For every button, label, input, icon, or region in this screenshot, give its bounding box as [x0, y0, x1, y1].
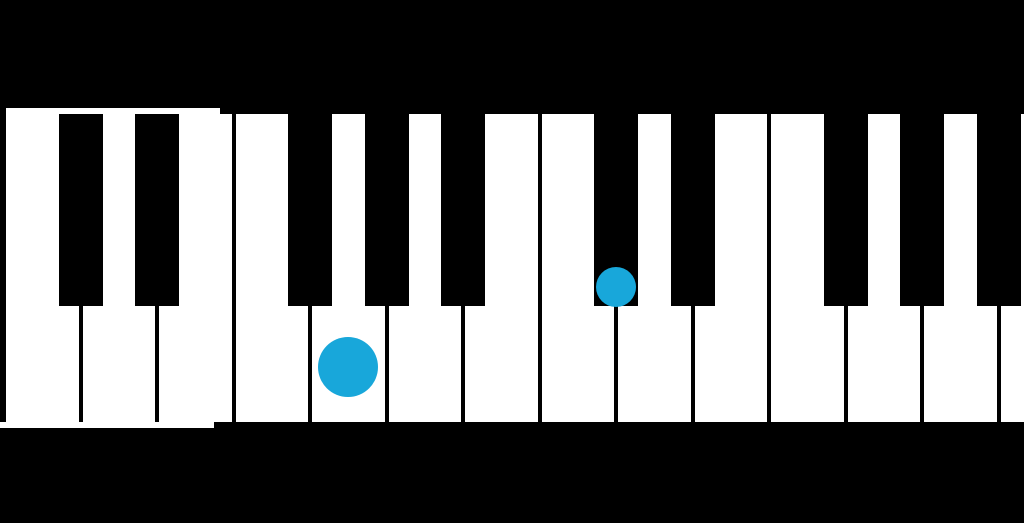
black-key-D#-8	[671, 114, 715, 306]
marker-G	[318, 337, 378, 397]
black-key-A#-12	[977, 114, 1021, 306]
bottom-bar	[0, 422, 214, 428]
marker-C#	[596, 267, 636, 307]
black-key-G#-4	[365, 114, 409, 306]
black-key-D#-1	[135, 114, 179, 306]
black-key-F#-10	[824, 114, 868, 306]
black-key-F#-3	[288, 114, 332, 306]
black-key-C#-0	[59, 114, 103, 306]
piano-keyboard	[0, 0, 1024, 523]
black-key-A#-5	[441, 114, 485, 306]
black-key-G#-11	[900, 114, 944, 306]
